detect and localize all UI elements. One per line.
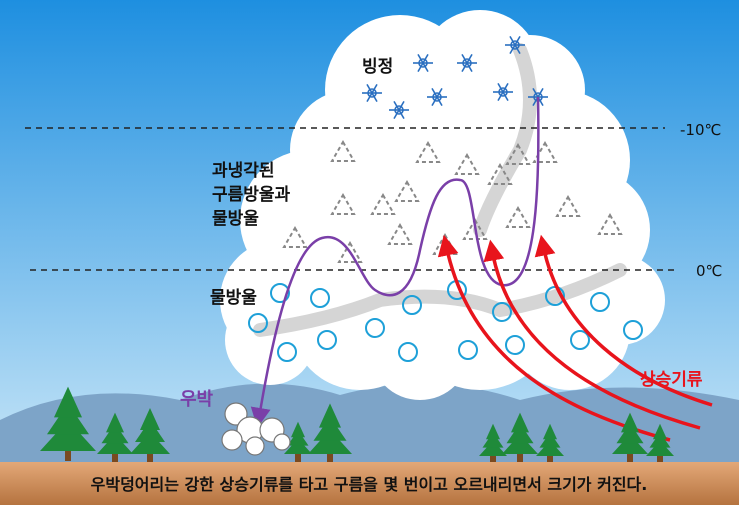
water-droplet-icon — [310, 288, 330, 308]
ice-crystal-icon — [505, 35, 525, 55]
supercooled-droplet-icon — [330, 193, 356, 215]
updraft-arrow — [534, 234, 713, 407]
hail-path-arrow — [250, 96, 540, 428]
water-droplet-icon — [277, 342, 297, 362]
hailstones — [221, 402, 291, 456]
water-droplet-icon — [570, 330, 590, 350]
label-minus10: -10℃ — [680, 121, 721, 139]
ice-crystal-icon — [493, 82, 513, 102]
tree-icon — [612, 412, 648, 464]
label-zero: 0℃ — [696, 262, 722, 280]
label-supercooled-2: 구름방울과 — [212, 185, 291, 205]
supercooled-droplet-icon — [454, 153, 480, 175]
water-droplet-icon — [317, 330, 337, 350]
supercooled-droplet-icon — [337, 241, 363, 263]
tree-icon — [97, 412, 133, 464]
water-droplet-icon — [505, 335, 525, 355]
water-droplet-icon — [590, 292, 610, 312]
supercooled-droplet-icon — [387, 223, 413, 245]
water-droplet-icon — [623, 320, 643, 340]
water-droplet-icon — [270, 283, 290, 303]
cloud — [220, 10, 665, 400]
ice-crystal-icon — [427, 87, 447, 107]
tree-icon — [284, 421, 312, 464]
ground — [0, 462, 739, 505]
supercooled-droplet-icon — [505, 206, 531, 228]
ice-crystal-icon — [389, 100, 409, 120]
supercooled-droplet-icon — [555, 195, 581, 217]
supercooled-droplet-icon — [370, 193, 396, 215]
updraft-arrow — [483, 239, 701, 430]
caption: 우박덩어리는 강한 상승기류를 타고 구름을 몇 번이고 오르내리면서 크기가 … — [91, 475, 648, 494]
supercooled-droplet-icon — [505, 143, 531, 165]
label-supercooled-1: 과냉각된 — [212, 161, 275, 181]
ice-crystal-icon — [413, 53, 433, 73]
label-water-drop: 물방울 — [210, 288, 257, 308]
tree-icon — [308, 403, 352, 464]
ice-crystal-icon — [362, 83, 382, 103]
supercooled-droplet-icon — [462, 218, 488, 240]
supercooled-droplet-icon — [330, 140, 356, 162]
supercooled-droplet-icon — [415, 141, 441, 163]
supercooled-droplet-icon — [394, 180, 420, 202]
ice-crystal-icon — [457, 53, 477, 73]
water-droplet-icon — [492, 302, 512, 322]
tree-icon — [502, 412, 538, 464]
water-droplet-icon — [365, 318, 385, 338]
water-droplet-icon — [398, 342, 418, 362]
label-updraft: 상승기류 — [640, 370, 703, 390]
label-hail: 우박 — [180, 389, 214, 410]
water-droplet-icon — [402, 295, 422, 315]
supercooled-droplet-icon — [487, 163, 513, 185]
tree-icon — [479, 423, 507, 466]
supercooled-droplet-icon — [597, 213, 623, 235]
supercooled-droplet-icon — [532, 141, 558, 163]
supercooled-droplet-icon — [282, 226, 308, 248]
ice-crystal-icon — [528, 87, 548, 107]
tree-icon — [130, 408, 170, 464]
water-droplet-icon — [458, 340, 478, 360]
water-droplet-icon — [248, 313, 268, 333]
label-ice-crystal: 빙정 — [362, 57, 393, 77]
tree-icon — [536, 423, 564, 466]
tree-icon — [646, 423, 674, 466]
tree-icon — [40, 386, 96, 461]
label-supercooled-3: 물방울 — [212, 209, 259, 229]
